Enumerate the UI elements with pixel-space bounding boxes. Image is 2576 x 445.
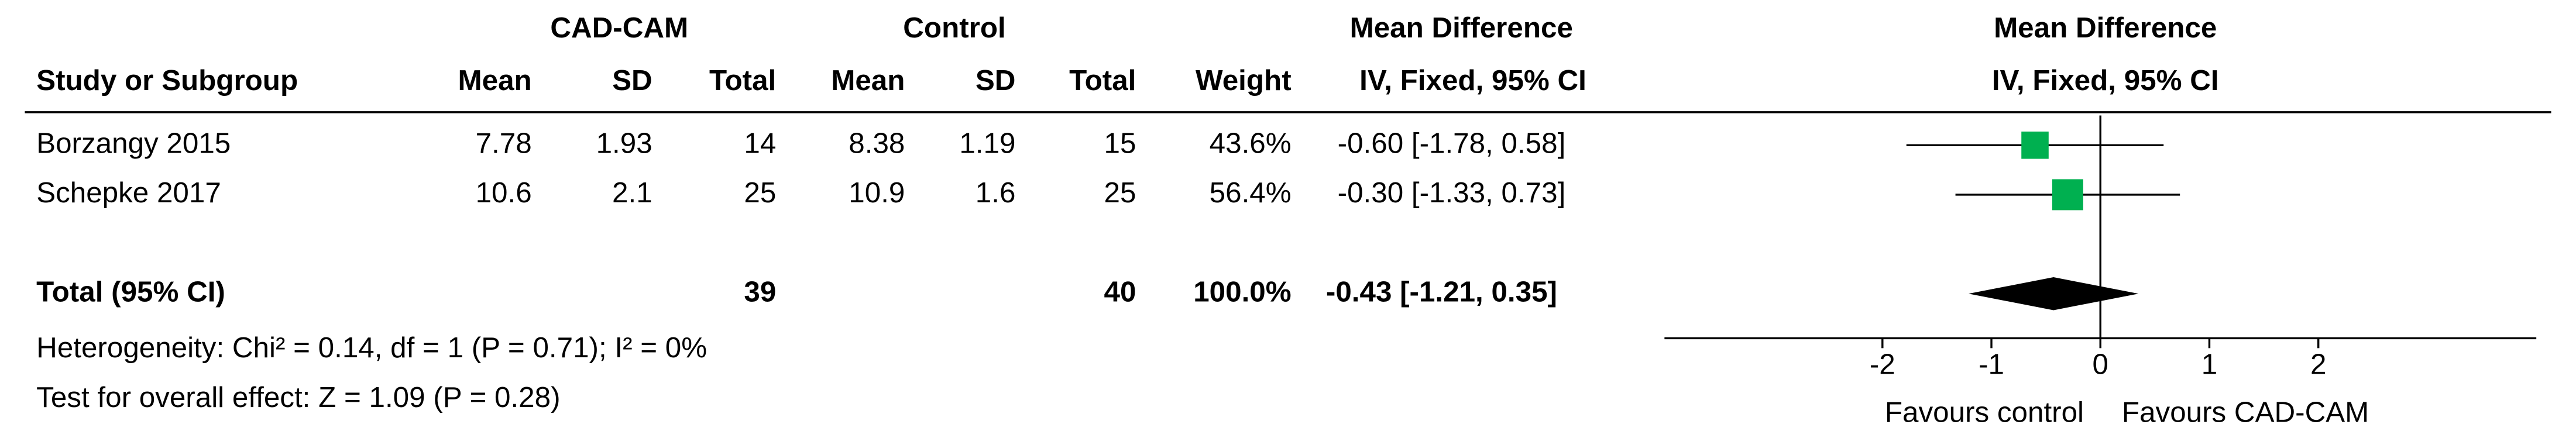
heterogeneity: Heterogeneity: Chi² = 0.14, df = 1 (P = …: [36, 332, 707, 364]
study-name: Borzangy 2015: [36, 127, 231, 159]
x-tick-label: -1: [1979, 348, 2004, 380]
column-header: Weight: [1196, 64, 1292, 96]
plot-header: Mean Difference: [1994, 12, 2217, 44]
column-header: Mean: [831, 64, 905, 96]
x-tick-label: -2: [1870, 348, 1895, 380]
column-header: Total: [709, 64, 776, 96]
x-tick-label: 1: [2201, 348, 2217, 380]
effect-method: IV, Fixed, 95% CI: [1359, 64, 1586, 96]
column-header: SD: [612, 64, 652, 96]
cell: 10.9: [849, 177, 905, 209]
total-diamond: [1968, 277, 2139, 311]
cell: 39: [744, 275, 776, 308]
cell: 43.6%: [1210, 127, 1292, 159]
effect-label: -0.30 [-1.33, 0.73]: [1338, 177, 1566, 209]
cell: 1.93: [596, 127, 652, 159]
cell: 7.78: [476, 127, 532, 159]
cell: 8.38: [849, 127, 905, 159]
cell: 40: [1104, 275, 1136, 308]
cell: 10.6: [476, 177, 532, 209]
cell: 15: [1104, 127, 1136, 159]
cell: 56.4%: [1210, 177, 1292, 209]
cell: 1.6: [976, 177, 1016, 209]
effect-label: -0.60 [-1.78, 0.58]: [1338, 127, 1566, 159]
x-tick-label: 2: [2310, 348, 2326, 380]
effect-header: Mean Difference: [1350, 12, 1573, 44]
group-header: Control: [903, 12, 1005, 44]
group-header: CAD-CAM: [550, 12, 688, 44]
column-header: Mean: [458, 64, 532, 96]
favours-left: Favours control: [1885, 396, 2084, 428]
cell: 14: [744, 127, 776, 159]
favours-right: Favours CAD-CAM: [2122, 396, 2369, 428]
study-square: [2052, 179, 2083, 211]
cell: 1.19: [959, 127, 1015, 159]
study-square: [2021, 132, 2049, 159]
x-tick-label: 0: [2093, 348, 2108, 380]
cell: 25: [1104, 177, 1136, 209]
study-name: Schepke 2017: [36, 177, 221, 209]
cell: 2.1: [612, 177, 652, 209]
cell: 100.0%: [1193, 275, 1291, 308]
column-header: Study or Subgroup: [36, 64, 298, 96]
overall-effect: Test for overall effect: Z = 1.09 (P = 0…: [36, 381, 560, 413]
column-header: Total: [1069, 64, 1136, 96]
total-name: Total (95% CI): [36, 275, 225, 308]
column-header: SD: [976, 64, 1016, 96]
cell: 25: [744, 177, 776, 209]
plot-method: IV, Fixed, 95% CI: [1992, 64, 2219, 96]
effect-label: -0.43 [-1.21, 0.35]: [1326, 275, 1557, 308]
